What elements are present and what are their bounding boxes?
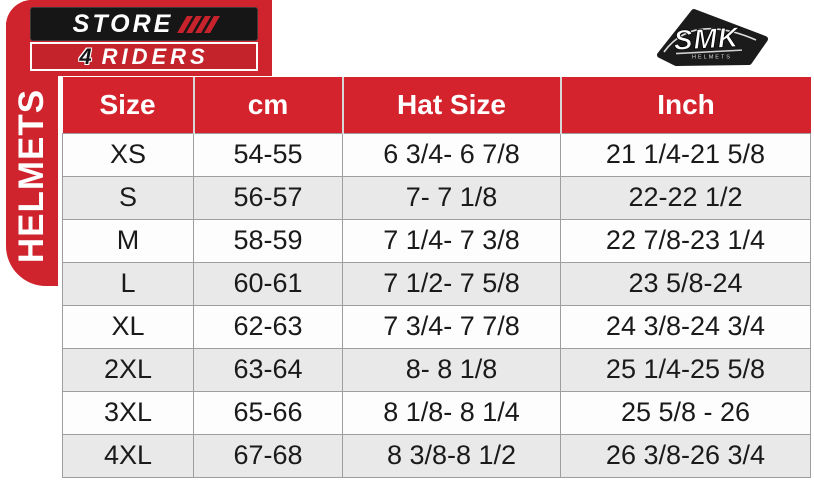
cell-hat-size: 7 1/4- 7 3/8 [342,218,561,263]
cell-hat-size: 8- 8 1/8 [342,347,561,392]
table-row: L 60-61 7 1/2- 7 5/8 23 5/8-24 [62,261,811,306]
cell-cm: 62-63 [193,304,343,349]
cell-inch: 25 5/8 - 26 [560,390,811,435]
header-cm: cm [192,77,343,133]
cell-inch: 22 7/8-23 1/4 [560,218,811,263]
cell-cm: 60-61 [193,261,343,306]
size-table: Size cm Hat Size Inch XS 54-55 6 3/4- 6 … [62,77,811,478]
header-row: Size cm Hat Size Inch [62,77,811,133]
cell-inch: 24 3/8-24 3/4 [560,304,811,349]
cell-hat-size: 8 1/8- 8 1/4 [342,390,561,435]
cell-size: XS [62,132,194,177]
size-table-header: Size cm Hat Size Inch [62,77,811,133]
cell-inch: 22-22 1/2 [560,175,811,220]
cell-size: XL [62,304,194,349]
cell-cm: 54-55 [193,132,343,177]
table-row: 2XL 63-64 8- 8 1/8 25 1/4-25 5/8 [62,347,811,392]
cell-size: 3XL [62,390,194,435]
cell-cm: 65-66 [193,390,343,435]
cell-inch: 26 3/8-26 3/4 [560,433,811,478]
cell-cm: 63-64 [193,347,343,392]
header-hat-size: Hat Size [341,77,561,133]
cell-inch: 21 1/4-21 5/8 [560,132,811,177]
speed-stripes-icon [177,15,221,33]
store-logo-riders: RIDERS [101,43,209,69]
smk-logo: SMK HELMETS [650,5,774,67]
cell-size: 2XL [62,347,194,392]
cell-size: 4XL [62,433,194,478]
cell-cm: 56-57 [193,175,343,220]
table-row: 4XL 67-68 8 3/8-8 1/2 26 3/8-26 3/4 [62,433,811,478]
store-logo-top: STORE [30,7,258,41]
cell-size: S [62,175,194,220]
cell-hat-size: 7 3/4- 7 7/8 [342,304,561,349]
cell-hat-size: 7 1/2- 7 5/8 [342,261,561,306]
cell-hat-size: 8 3/8-8 1/2 [342,433,561,478]
cell-size: M [62,218,194,263]
table-row: XL 62-63 7 3/4- 7 7/8 24 3/8-24 3/4 [62,304,811,349]
header-inch: Inch [559,77,811,133]
store4riders-logo: STORE 4 RIDERS [30,7,258,71]
table-row: S 56-57 7- 7 1/8 22-22 1/2 [62,175,811,220]
store-logo-bottom: 4 RIDERS [30,42,258,71]
cell-cm: 58-59 [193,218,343,263]
size-table-body: XS 54-55 6 3/4- 6 7/8 21 1/4-21 5/8 S 56… [62,132,811,478]
table-row: 3XL 65-66 8 1/8- 8 1/4 25 5/8 - 26 [62,390,811,435]
table-row: M 58-59 7 1/4- 7 3/8 22 7/8-23 1/4 [62,218,811,263]
table-row: XS 54-55 6 3/4- 6 7/8 21 1/4-21 5/8 [62,132,811,177]
cell-hat-size: 7- 7 1/8 [342,175,561,220]
cell-inch: 25 1/4-25 5/8 [560,347,811,392]
cell-inch: 23 5/8-24 [560,261,811,306]
sidebar-helmets-label: HELMETS [12,88,52,264]
smk-logo-subtitle: HELMETS [692,55,732,61]
cell-cm: 67-68 [193,433,343,478]
store-logo-number: 4 [79,43,92,69]
smk-logo-icon: SMK HELMETS [657,9,768,66]
header-size: Size [62,77,194,133]
sidebar-label-wrap: HELMETS [6,70,58,282]
store-logo-text: STORE [72,9,174,38]
cell-size: L [62,261,194,306]
cell-hat-size: 6 3/4- 6 7/8 [342,132,561,177]
